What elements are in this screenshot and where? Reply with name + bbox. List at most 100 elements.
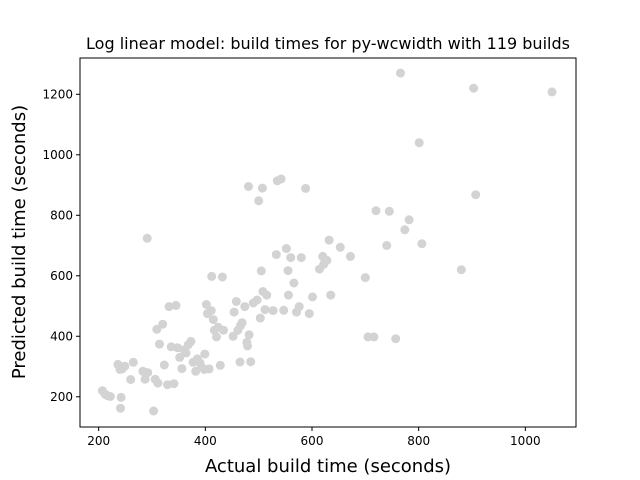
data-point-11 (128, 357, 138, 367)
data-point-18 (153, 378, 163, 388)
data-point-53 (219, 325, 228, 335)
data-point-61 (240, 302, 250, 312)
data-point-10 (126, 375, 136, 384)
data-point-83 (284, 290, 293, 300)
x-tick-label: 600 (301, 434, 324, 448)
data-point-114 (471, 190, 481, 200)
x-tick-label: 200 (87, 434, 110, 448)
data-point-16 (149, 406, 159, 416)
data-point-95 (322, 255, 332, 265)
data-point-89 (301, 183, 311, 193)
data-point-81 (281, 244, 291, 253)
data-points (97, 68, 557, 416)
data-point-58 (235, 357, 245, 367)
data-point-8 (116, 392, 126, 402)
data-point-96 (324, 235, 334, 245)
y-axis-ticks: 200 400 600 800 1000 1200 (42, 87, 80, 404)
data-point-65 (244, 330, 254, 340)
data-point-19 (152, 324, 162, 334)
data-point-85 (289, 278, 299, 288)
data-point-74 (260, 305, 270, 315)
data-point-103 (371, 206, 381, 216)
data-point-9 (116, 403, 125, 413)
data-point-106 (391, 334, 401, 344)
data-point-77 (271, 250, 281, 260)
data-point-91 (308, 292, 317, 302)
data-point-82 (283, 266, 293, 276)
data-point-68 (252, 295, 262, 305)
data-point-47 (208, 315, 218, 325)
data-point-97 (326, 290, 336, 300)
data-point-46 (207, 271, 217, 281)
data-point-34 (186, 336, 196, 346)
data-point-51 (215, 360, 225, 370)
x-axis-ticks: 200 400 600 800 1000 (87, 427, 541, 448)
data-point-41 (200, 349, 210, 359)
data-point-15 (142, 233, 152, 243)
data-point-63 (243, 341, 252, 351)
x-axis-label: Actual build time (seconds) (205, 456, 451, 477)
plot-frame (79, 57, 577, 428)
data-point-54 (228, 331, 238, 341)
data-point-7 (120, 361, 130, 371)
data-point-102 (369, 332, 379, 342)
data-point-87 (294, 302, 304, 312)
data-point-108 (400, 225, 410, 235)
data-point-24 (164, 302, 174, 312)
data-point-21 (158, 319, 168, 329)
data-point-44 (204, 364, 214, 374)
y-tick-label: 200 (50, 390, 73, 404)
data-point-29 (175, 352, 185, 362)
y-tick-label: 600 (50, 269, 73, 283)
y-tick-label: 1000 (42, 148, 73, 162)
data-point-45 (206, 306, 216, 316)
data-point-71 (256, 266, 266, 276)
data-point-32 (181, 348, 191, 358)
data-point-99 (345, 251, 355, 261)
x-tick-label: 400 (194, 434, 217, 448)
data-point-70 (255, 313, 265, 323)
x-tick-label: 800 (407, 434, 430, 448)
data-point-88 (296, 253, 306, 263)
data-point-60 (237, 318, 247, 328)
data-point-76 (268, 306, 278, 316)
data-point-115 (547, 87, 557, 97)
data-point-66 (246, 357, 256, 367)
y-tick-label: 400 (50, 329, 73, 343)
data-point-42 (201, 300, 211, 309)
data-point-64 (244, 182, 253, 191)
data-point-105 (384, 206, 394, 216)
data-point-26 (169, 379, 179, 389)
data-point-80 (279, 305, 289, 315)
chart-title: Log linear model: build times for py-wcw… (86, 34, 570, 53)
data-point-72 (257, 183, 267, 193)
data-point-30 (177, 364, 187, 374)
data-point-98 (335, 242, 345, 252)
data-point-20 (155, 339, 164, 349)
data-point-79 (276, 174, 286, 184)
data-point-49 (212, 332, 221, 342)
y-tick-label: 1200 (42, 87, 73, 101)
data-point-3 (105, 392, 115, 401)
data-point-75 (262, 290, 272, 300)
data-point-52 (217, 272, 227, 282)
data-point-112 (456, 265, 466, 275)
data-point-90 (304, 309, 314, 319)
data-point-109 (404, 215, 414, 225)
data-point-104 (382, 241, 392, 250)
data-point-110 (414, 138, 424, 148)
y-axis-label: Predicted build time (seconds) (9, 105, 30, 379)
data-point-55 (229, 307, 239, 317)
data-point-14 (143, 368, 153, 378)
x-tick-label: 1000 (510, 434, 541, 448)
data-point-111 (417, 239, 427, 249)
data-point-22 (159, 360, 169, 370)
y-tick-label: 800 (50, 208, 73, 222)
data-point-113 (469, 83, 479, 93)
data-point-56 (231, 297, 241, 306)
data-point-69 (254, 196, 264, 206)
data-point-100 (360, 273, 370, 283)
data-point-107 (396, 68, 405, 78)
data-point-27 (171, 300, 181, 310)
